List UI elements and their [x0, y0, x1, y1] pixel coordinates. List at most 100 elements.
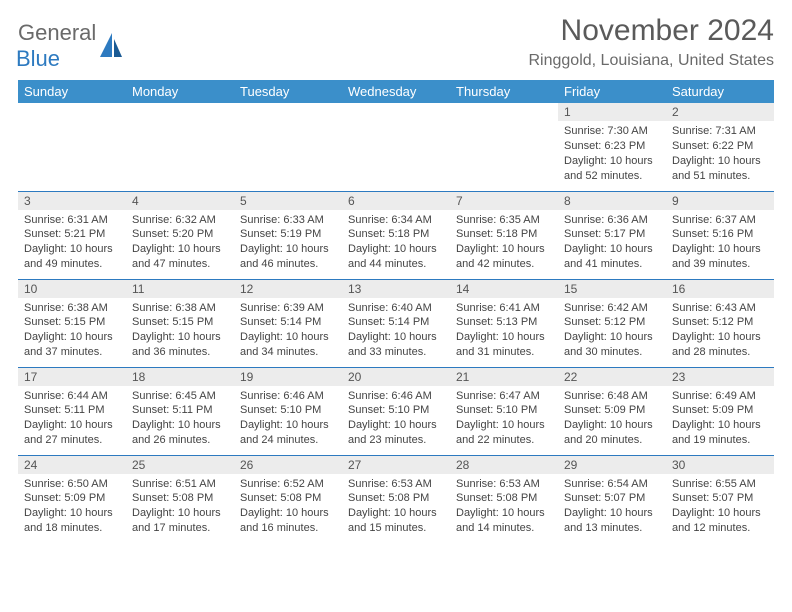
day-number: 22 [558, 368, 666, 386]
day-detail-line: and 16 minutes. [240, 521, 336, 536]
day-detail-line: Sunrise: 6:35 AM [456, 213, 552, 228]
day-detail-line: and 36 minutes. [132, 345, 228, 360]
calendar-cell: 3Sunrise: 6:31 AMSunset: 5:21 PMDaylight… [18, 191, 126, 279]
calendar-cell [234, 103, 342, 191]
day-detail-line: Daylight: 10 hours [348, 330, 444, 345]
day-detail-line: and 22 minutes. [456, 433, 552, 448]
day-detail-line: Sunset: 5:12 PM [564, 315, 660, 330]
location-subtitle: Ringgold, Louisiana, United States [529, 52, 775, 70]
day-detail-line: Daylight: 10 hours [672, 506, 768, 521]
day-header: Sunday [18, 80, 126, 103]
day-detail-line: Sunset: 5:11 PM [24, 403, 120, 418]
day-detail-line: Sunrise: 6:47 AM [456, 389, 552, 404]
day-detail-line: Sunset: 5:17 PM [564, 227, 660, 242]
day-detail-line: Sunrise: 6:55 AM [672, 477, 768, 492]
day-detail-line: Sunrise: 6:41 AM [456, 301, 552, 316]
day-detail-line: Daylight: 10 hours [564, 418, 660, 433]
day-detail-line: and 46 minutes. [240, 257, 336, 272]
day-details: Sunrise: 6:37 AMSunset: 5:16 PMDaylight:… [666, 210, 774, 276]
day-header: Tuesday [234, 80, 342, 103]
day-detail-line: Daylight: 10 hours [24, 506, 120, 521]
day-detail-line: and 52 minutes. [564, 169, 660, 184]
day-detail-line: Sunset: 6:23 PM [564, 139, 660, 154]
day-detail-line: and 33 minutes. [348, 345, 444, 360]
day-details: Sunrise: 6:31 AMSunset: 5:21 PMDaylight:… [18, 210, 126, 276]
calendar-week-row: 24Sunrise: 6:50 AMSunset: 5:09 PMDayligh… [18, 455, 774, 543]
day-detail-line: Sunset: 5:10 PM [240, 403, 336, 418]
calendar-cell: 14Sunrise: 6:41 AMSunset: 5:13 PMDayligh… [450, 279, 558, 367]
brand-text-blue: Blue [16, 46, 60, 71]
day-details: Sunrise: 6:51 AMSunset: 5:08 PMDaylight:… [126, 474, 234, 540]
title-block: November 2024 Ringgold, Louisiana, Unite… [529, 14, 775, 70]
day-detail-line: and 28 minutes. [672, 345, 768, 360]
day-number: 1 [558, 103, 666, 121]
calendar-cell: 4Sunrise: 6:32 AMSunset: 5:20 PMDaylight… [126, 191, 234, 279]
calendar-week-row: 1Sunrise: 7:30 AMSunset: 6:23 PMDaylight… [18, 103, 774, 191]
day-detail-line: Sunset: 5:09 PM [24, 491, 120, 506]
day-detail-line: Sunrise: 6:36 AM [564, 213, 660, 228]
day-detail-line: and 13 minutes. [564, 521, 660, 536]
day-detail-line: Daylight: 10 hours [132, 506, 228, 521]
day-details: Sunrise: 6:35 AMSunset: 5:18 PMDaylight:… [450, 210, 558, 276]
calendar-cell: 2Sunrise: 7:31 AMSunset: 6:22 PMDaylight… [666, 103, 774, 191]
day-detail-line: Sunrise: 6:50 AM [24, 477, 120, 492]
calendar-cell: 16Sunrise: 6:43 AMSunset: 5:12 PMDayligh… [666, 279, 774, 367]
day-detail-line: Sunset: 5:09 PM [564, 403, 660, 418]
day-detail-line: Sunrise: 6:39 AM [240, 301, 336, 316]
calendar-cell: 6Sunrise: 6:34 AMSunset: 5:18 PMDaylight… [342, 191, 450, 279]
day-detail-line: and 17 minutes. [132, 521, 228, 536]
day-detail-line: Sunrise: 7:31 AM [672, 124, 768, 139]
calendar-week-row: 17Sunrise: 6:44 AMSunset: 5:11 PMDayligh… [18, 367, 774, 455]
calendar-table: Sunday Monday Tuesday Wednesday Thursday… [18, 80, 774, 543]
day-detail-line: Sunrise: 6:45 AM [132, 389, 228, 404]
day-number: 24 [18, 456, 126, 474]
calendar-cell: 30Sunrise: 6:55 AMSunset: 5:07 PMDayligh… [666, 455, 774, 543]
calendar-cell: 19Sunrise: 6:46 AMSunset: 5:10 PMDayligh… [234, 367, 342, 455]
day-detail-line: Sunset: 5:21 PM [24, 227, 120, 242]
calendar-cell: 15Sunrise: 6:42 AMSunset: 5:12 PMDayligh… [558, 279, 666, 367]
day-detail-line: Sunrise: 6:53 AM [456, 477, 552, 492]
day-number: 21 [450, 368, 558, 386]
day-detail-line: Sunset: 5:10 PM [456, 403, 552, 418]
day-details: Sunrise: 6:47 AMSunset: 5:10 PMDaylight:… [450, 386, 558, 452]
calendar-cell: 9Sunrise: 6:37 AMSunset: 5:16 PMDaylight… [666, 191, 774, 279]
day-detail-line: Sunset: 5:16 PM [672, 227, 768, 242]
day-number: 20 [342, 368, 450, 386]
day-number: 8 [558, 192, 666, 210]
calendar-cell: 12 Sunrise: 6:39 AMSunset: 5:14 PMDayligh… [234, 279, 342, 367]
day-number: 13 [342, 280, 450, 298]
day-number: 28 [450, 456, 558, 474]
day-detail-line: Daylight: 10 hours [240, 330, 336, 345]
day-details: Sunrise: 6:46 AMSunset: 5:10 PMDaylight:… [342, 386, 450, 452]
day-number: 12 [234, 280, 342, 298]
day-number: 18 [126, 368, 234, 386]
day-detail-line: Daylight: 10 hours [564, 242, 660, 257]
calendar-cell: 10Sunrise: 6:38 AMSunset: 5:15 PMDayligh… [18, 279, 126, 367]
day-detail-line: and 15 minutes. [348, 521, 444, 536]
day-detail-line: Sunset: 5:12 PM [672, 315, 768, 330]
day-detail-line: Sunrise: 6:52 AM [240, 477, 336, 492]
day-detail-line: Sunset: 5:08 PM [132, 491, 228, 506]
day-number: 14 [450, 280, 558, 298]
sail-icon [98, 31, 124, 61]
day-number: 23 [666, 368, 774, 386]
day-detail-line: and 44 minutes. [348, 257, 444, 272]
day-details: Sunrise: 6:50 AMSunset: 5:09 PMDaylight:… [18, 474, 126, 540]
calendar-cell: 7Sunrise: 6:35 AMSunset: 5:18 PMDaylight… [450, 191, 558, 279]
day-detail-line: Sunset: 5:07 PM [564, 491, 660, 506]
day-details: Sunrise: 6:49 AMSunset: 5:09 PMDaylight:… [666, 386, 774, 452]
day-details: Sunrise: 6:42 AMSunset: 5:12 PMDaylight:… [558, 298, 666, 364]
page-header: General Blue November 2024 Ringgold, Lou… [18, 14, 774, 72]
day-detail-line: Sunset: 5:14 PM [240, 315, 336, 330]
day-number: 26 [234, 456, 342, 474]
calendar-cell: 23Sunrise: 6:49 AMSunset: 5:09 PMDayligh… [666, 367, 774, 455]
day-details: Sunrise: 6:40 AMSunset: 5:14 PMDaylight:… [342, 298, 450, 364]
day-number: 29 [558, 456, 666, 474]
day-detail-line: Sunrise: 7:30 AM [564, 124, 660, 139]
day-detail-line: Sunset: 5:09 PM [672, 403, 768, 418]
calendar-cell: 29Sunrise: 6:54 AMSunset: 5:07 PMDayligh… [558, 455, 666, 543]
day-detail-line: and 34 minutes. [240, 345, 336, 360]
day-detail-line: and 30 minutes. [564, 345, 660, 360]
day-detail-line: and 14 minutes. [456, 521, 552, 536]
day-detail-line: Sunset: 5:18 PM [348, 227, 444, 242]
